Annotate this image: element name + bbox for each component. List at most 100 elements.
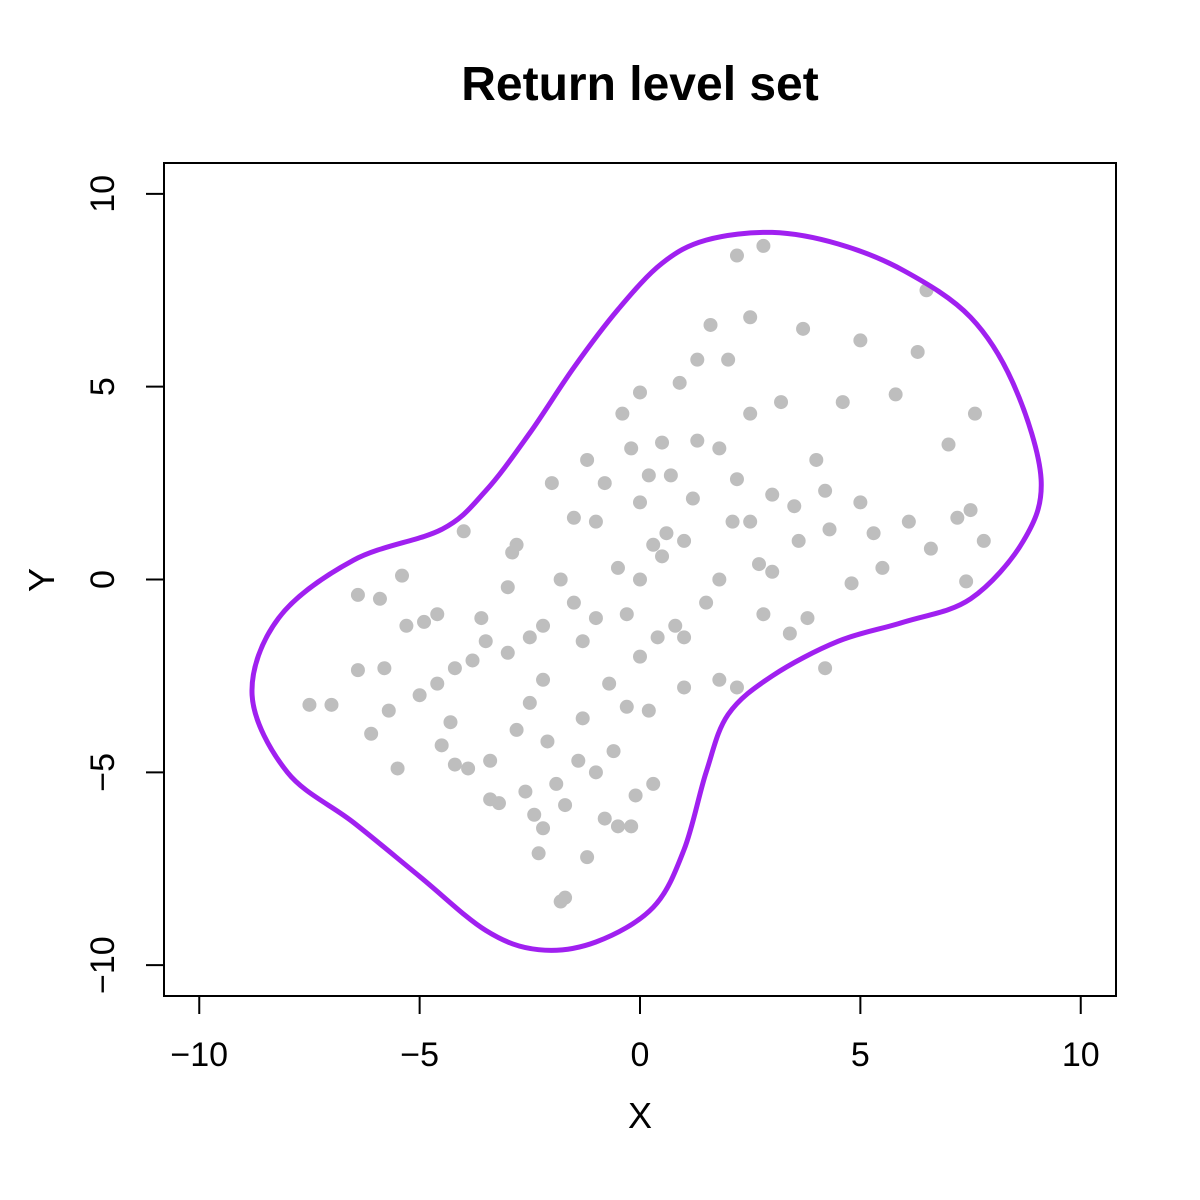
data-point-94 bbox=[910, 344, 925, 359]
data-point-98 bbox=[950, 510, 965, 525]
data-point-18 bbox=[456, 524, 471, 539]
data-point-60 bbox=[668, 618, 683, 633]
data-point-108 bbox=[677, 533, 692, 548]
data-point-7 bbox=[381, 703, 396, 718]
data-point-10 bbox=[399, 618, 414, 633]
data-point-64 bbox=[690, 352, 705, 367]
data-point-131 bbox=[509, 537, 524, 552]
data-point-49 bbox=[610, 819, 625, 834]
data-point-6 bbox=[377, 661, 392, 676]
data-point-93 bbox=[901, 514, 916, 529]
data-point-73 bbox=[743, 406, 758, 421]
data-point-113 bbox=[553, 572, 568, 587]
data-point-2 bbox=[350, 587, 365, 602]
data-point-117 bbox=[588, 514, 603, 529]
data-point-16 bbox=[443, 715, 458, 730]
data-point-19 bbox=[461, 761, 476, 776]
data-point-45 bbox=[588, 765, 603, 780]
data-point-8 bbox=[390, 761, 405, 776]
data-point-22 bbox=[483, 753, 498, 768]
data-point-20 bbox=[465, 653, 480, 668]
data-point-51 bbox=[619, 699, 634, 714]
data-point-9 bbox=[395, 568, 409, 583]
data-point-50 bbox=[615, 406, 630, 421]
data-point-125 bbox=[575, 711, 590, 726]
data-point-34 bbox=[540, 734, 555, 749]
data-point-55 bbox=[641, 468, 656, 483]
data-point-103 bbox=[566, 595, 581, 610]
data-point-111 bbox=[522, 630, 537, 645]
data-points bbox=[302, 238, 991, 909]
data-point-80 bbox=[787, 499, 802, 514]
data-point-52 bbox=[624, 819, 639, 834]
contour-layer bbox=[249, 229, 1044, 953]
data-point-133 bbox=[447, 661, 462, 676]
data-point-132 bbox=[756, 607, 771, 622]
data-point-88 bbox=[853, 495, 868, 510]
data-point-78 bbox=[774, 395, 789, 410]
data-point-106 bbox=[633, 572, 647, 587]
data-point-126 bbox=[690, 433, 705, 448]
y-tick-label-4: 10 bbox=[84, 175, 122, 213]
data-point-14 bbox=[430, 676, 445, 691]
data-point-74 bbox=[743, 310, 758, 325]
data-point-41 bbox=[571, 753, 586, 768]
data-point-63 bbox=[685, 491, 700, 506]
data-point-112 bbox=[743, 514, 758, 529]
data-point-115 bbox=[633, 649, 647, 664]
data-point-122 bbox=[663, 468, 678, 483]
x-tick-label-1: −5 bbox=[400, 1036, 439, 1074]
data-point-59 bbox=[659, 526, 674, 541]
data-point-70 bbox=[725, 514, 740, 529]
data-point-116 bbox=[633, 495, 647, 510]
data-point-96 bbox=[923, 541, 938, 556]
data-point-87 bbox=[844, 576, 859, 591]
data-point-119 bbox=[500, 580, 515, 595]
data-point-47 bbox=[597, 476, 612, 491]
data-point-5 bbox=[372, 591, 387, 606]
data-point-104 bbox=[588, 611, 603, 626]
data-point-25 bbox=[500, 645, 515, 660]
data-point-61 bbox=[672, 375, 687, 390]
data-point-21 bbox=[478, 634, 493, 649]
data-point-83 bbox=[809, 452, 824, 467]
data-point-1 bbox=[324, 697, 339, 712]
data-point-46 bbox=[597, 811, 612, 826]
x-tick-label-4: 10 bbox=[1062, 1036, 1100, 1074]
data-point-31 bbox=[531, 846, 546, 861]
data-point-69 bbox=[721, 352, 736, 367]
data-point-129 bbox=[624, 441, 639, 456]
chart-title: Return level set bbox=[461, 58, 818, 111]
data-point-82 bbox=[800, 611, 815, 626]
x-tick-label-2: 0 bbox=[631, 1036, 650, 1074]
data-point-27 bbox=[509, 722, 524, 737]
data-point-66 bbox=[703, 317, 718, 332]
data-point-24 bbox=[491, 796, 506, 811]
data-point-76 bbox=[756, 238, 771, 253]
data-point-29 bbox=[522, 695, 537, 710]
y-axis: −10 −5 0 5 10 bbox=[84, 175, 165, 994]
data-point-110 bbox=[646, 537, 661, 552]
data-point-42 bbox=[575, 634, 590, 649]
data-point-100 bbox=[963, 503, 978, 518]
data-point-84 bbox=[818, 661, 833, 676]
data-point-120 bbox=[765, 564, 780, 579]
data-point-71 bbox=[729, 680, 744, 695]
data-point-99 bbox=[959, 574, 974, 589]
data-point-130 bbox=[641, 703, 656, 718]
y-tick-label-3: 5 bbox=[84, 377, 122, 396]
data-point-12 bbox=[417, 614, 432, 629]
data-point-44 bbox=[580, 850, 595, 865]
data-point-67 bbox=[712, 441, 727, 456]
data-point-33 bbox=[536, 618, 551, 633]
data-point-39 bbox=[558, 798, 573, 813]
data-point-30 bbox=[527, 807, 542, 822]
data-point-65 bbox=[699, 595, 714, 610]
data-point-91 bbox=[875, 560, 890, 575]
y-tick-label-2: 0 bbox=[84, 570, 122, 589]
data-point-85 bbox=[822, 522, 837, 537]
data-point-77 bbox=[765, 487, 780, 502]
data-point-11 bbox=[412, 688, 427, 703]
data-point-102 bbox=[976, 533, 991, 548]
